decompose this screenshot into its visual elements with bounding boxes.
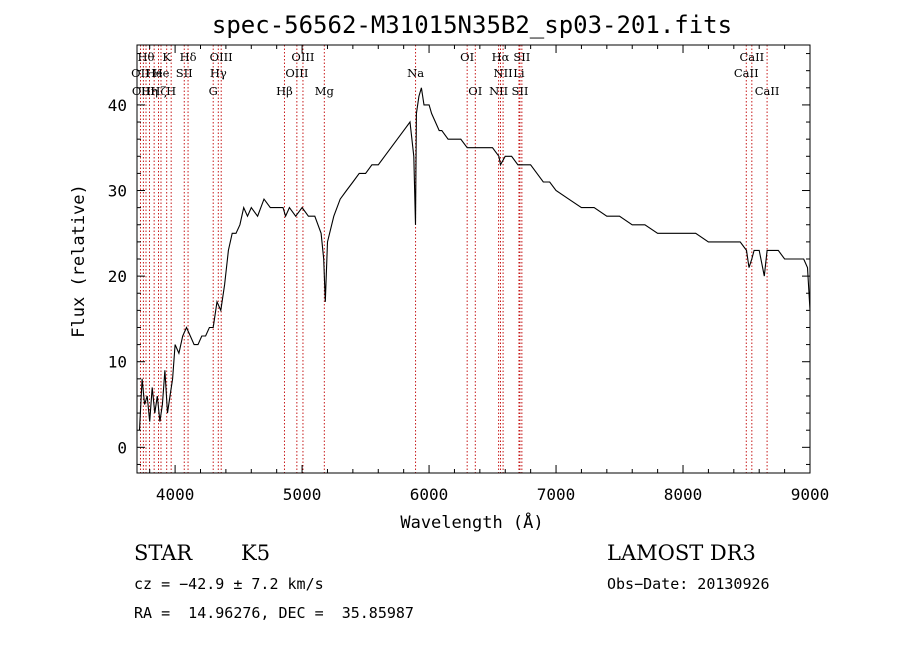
x-tick-label: 7000 xyxy=(537,485,576,504)
line-label: G xyxy=(209,84,218,98)
object-subclass: K5 xyxy=(241,541,271,565)
x-tick-label: 5000 xyxy=(283,485,322,504)
y-tick-label: 30 xyxy=(108,182,127,201)
axis-ticks: 4000 5000 6000 7000 8000 9000 0 10 20 30 40 xyxy=(108,45,830,504)
line-label: Na xyxy=(407,66,424,80)
line-label: Hθ xyxy=(138,50,155,64)
x-tick-label: 8000 xyxy=(664,485,703,504)
line-label: CaII xyxy=(739,50,764,64)
ra-dec-coordinates: RA = 14.96276, DEC = 35.85987 xyxy=(134,604,414,622)
plot-frame xyxy=(136,44,811,474)
line-label: K xyxy=(162,50,171,64)
line-label: Li xyxy=(513,66,525,80)
line-label: Hδ xyxy=(180,50,197,64)
line-label: NII xyxy=(494,66,513,80)
line-label: Hη xyxy=(141,84,158,98)
chart-title: spec-56562-M31015N35B2_sp03-201.fits xyxy=(212,11,732,39)
y-axis-label: Flux (relative) xyxy=(69,184,89,338)
line-label: OII xyxy=(131,66,150,80)
y-tick-label: 40 xyxy=(108,96,127,115)
redshift-cz: cz = −42.9 ± 7.2 km/s xyxy=(134,575,324,593)
line-label: OI xyxy=(460,50,474,64)
line-label: SII xyxy=(176,66,193,80)
line-label: OI xyxy=(468,84,482,98)
y-tick-label: 0 xyxy=(117,438,127,457)
line-label: OIII xyxy=(210,50,233,64)
object-class: STAR xyxy=(134,541,193,565)
y-tick-label: 20 xyxy=(108,267,127,286)
line-markers xyxy=(139,45,768,473)
line-label: CaII xyxy=(734,66,759,80)
line-label: Hα xyxy=(492,50,510,64)
line-label: NII xyxy=(489,84,508,98)
y-tick-label: 10 xyxy=(108,353,127,372)
x-tick-label: 4000 xyxy=(156,485,195,504)
observation-date: Obs−Date: 20130926 xyxy=(607,575,770,593)
line-label: Hγ xyxy=(210,66,227,80)
line-labels: OIIOIIIHθHηHeHζHeKHSIIHδGHγOIIIHβOIIIOII… xyxy=(131,50,779,98)
x-tick-label: 6000 xyxy=(410,485,449,504)
survey-name: LAMOST DR3 xyxy=(607,541,756,565)
line-label: SII xyxy=(511,84,528,98)
x-axis-label: Wavelength (Å) xyxy=(400,511,543,533)
line-label: He xyxy=(153,66,170,80)
line-label: Mg xyxy=(315,84,335,98)
line-label: H xyxy=(166,84,176,98)
line-label: Hζ xyxy=(150,84,166,98)
line-label: Hβ xyxy=(276,84,293,98)
line-label: OIII xyxy=(291,50,314,64)
spectrum-series-line xyxy=(138,87,811,431)
line-label: CaII xyxy=(755,84,780,98)
line-label: OIII xyxy=(285,66,308,80)
line-label: He xyxy=(146,66,163,80)
x-tick-label: 9000 xyxy=(791,485,830,504)
line-label: SII xyxy=(513,50,530,64)
